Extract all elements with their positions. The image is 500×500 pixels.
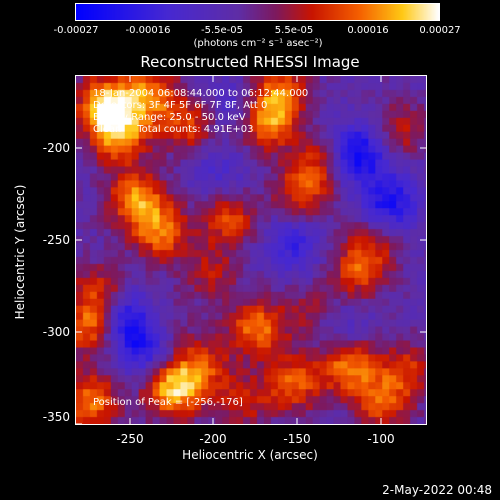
y-tick-label: -250 (42, 233, 70, 247)
x-tick-label: -250 (116, 432, 144, 446)
colorbar-tick-label: 0.00016 (347, 25, 389, 36)
colorbar-tick-label: 5.5e-05 (274, 25, 314, 36)
colorbar (75, 3, 440, 21)
colorbar-unit-label: (photons cm⁻² s⁻¹ asec⁻²) (193, 38, 323, 49)
heatmap-image (76, 76, 426, 424)
x-axis-label: Heliocentric X (arcsec) (182, 448, 318, 462)
colorbar-tick-label: 0.00027 (419, 25, 461, 36)
heatmap-plot-area (75, 75, 427, 425)
colorbar-tick-label: -0.00016 (125, 25, 171, 36)
y-tick-label: -200 (42, 141, 70, 155)
info-energy-range: Energy Range: 25.0 - 50.0 keV (93, 112, 246, 123)
y-tick-label: -350 (42, 410, 70, 424)
y-axis-label: Heliocentric Y (arcsec) (13, 184, 27, 320)
x-tick-label: -100 (367, 432, 395, 446)
info-detectors: Detectors: 3F 4F 5F 6F 7F 8F, Att 0 (93, 100, 268, 111)
colorbar-tick-label: -0.00027 (53, 25, 99, 36)
chart-title: Reconstructed RHESSI Image (140, 53, 360, 71)
x-tick-label: -200 (199, 432, 227, 446)
info-peak-position: Position of Peak = [-256,-176] (93, 397, 243, 408)
y-tick-label: -300 (42, 325, 70, 339)
info-clean-counts: Clean Total counts: 4.91E+03 (93, 124, 254, 135)
colorbar-tick-label: -5.5e-05 (201, 25, 243, 36)
x-tick-label: -150 (283, 432, 311, 446)
date-stamp: 2-May-2022 00:48 (382, 483, 492, 497)
info-time-range: 18-Jan-2004 06:08:44.000 to 06:12:44.000 (93, 88, 309, 99)
